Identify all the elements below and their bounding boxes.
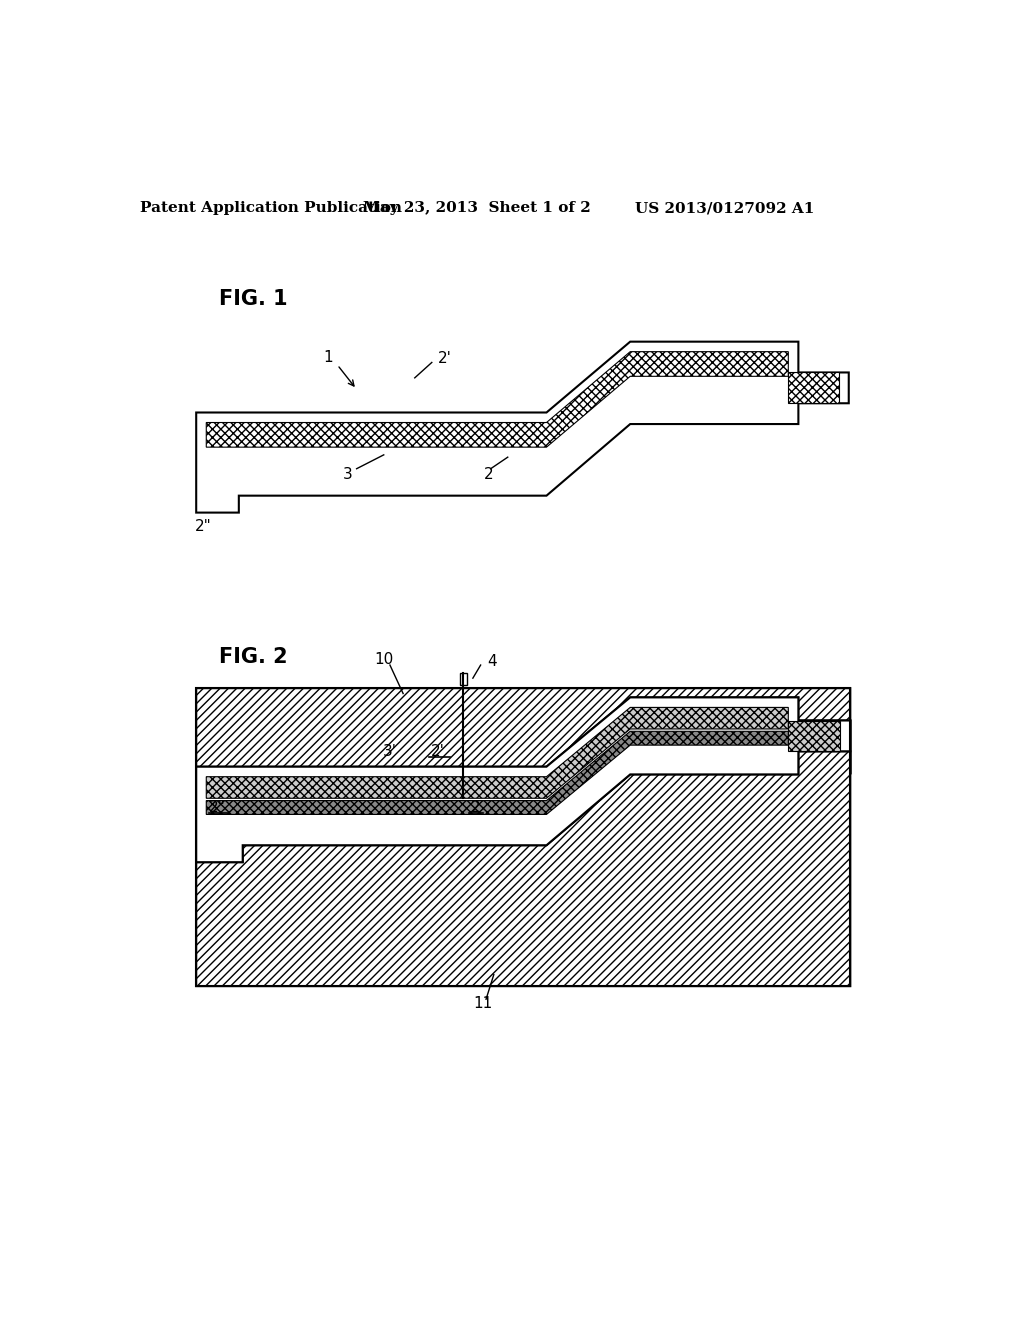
Text: 4: 4 <box>486 655 497 669</box>
Polygon shape <box>788 721 841 751</box>
Polygon shape <box>788 372 839 404</box>
Text: 3': 3' <box>383 743 397 759</box>
Polygon shape <box>206 731 788 814</box>
Polygon shape <box>197 751 850 986</box>
Text: US 2013/0127092 A1: US 2013/0127092 A1 <box>635 202 814 215</box>
Polygon shape <box>206 351 788 447</box>
Text: 10: 10 <box>374 652 393 667</box>
Bar <box>197 688 850 986</box>
Text: 11: 11 <box>473 997 493 1011</box>
Text: 2": 2" <box>209 800 225 814</box>
Polygon shape <box>197 688 850 775</box>
Text: 2': 2' <box>431 743 445 759</box>
Text: 2': 2' <box>438 351 452 366</box>
Polygon shape <box>197 697 850 862</box>
Text: Patent Application Publication: Patent Application Publication <box>140 202 402 215</box>
Text: FIG. 2: FIG. 2 <box>219 647 288 667</box>
Text: FIG. 1: FIG. 1 <box>219 289 288 309</box>
Polygon shape <box>197 342 849 512</box>
Text: 1: 1 <box>324 350 333 364</box>
Text: May 23, 2013  Sheet 1 of 2: May 23, 2013 Sheet 1 of 2 <box>362 202 591 215</box>
Bar <box>460 673 467 685</box>
Text: 3: 3 <box>342 466 352 482</box>
Text: 2: 2 <box>470 800 480 814</box>
Polygon shape <box>206 708 788 799</box>
Text: 2": 2" <box>195 519 211 535</box>
Text: 2: 2 <box>483 466 494 482</box>
